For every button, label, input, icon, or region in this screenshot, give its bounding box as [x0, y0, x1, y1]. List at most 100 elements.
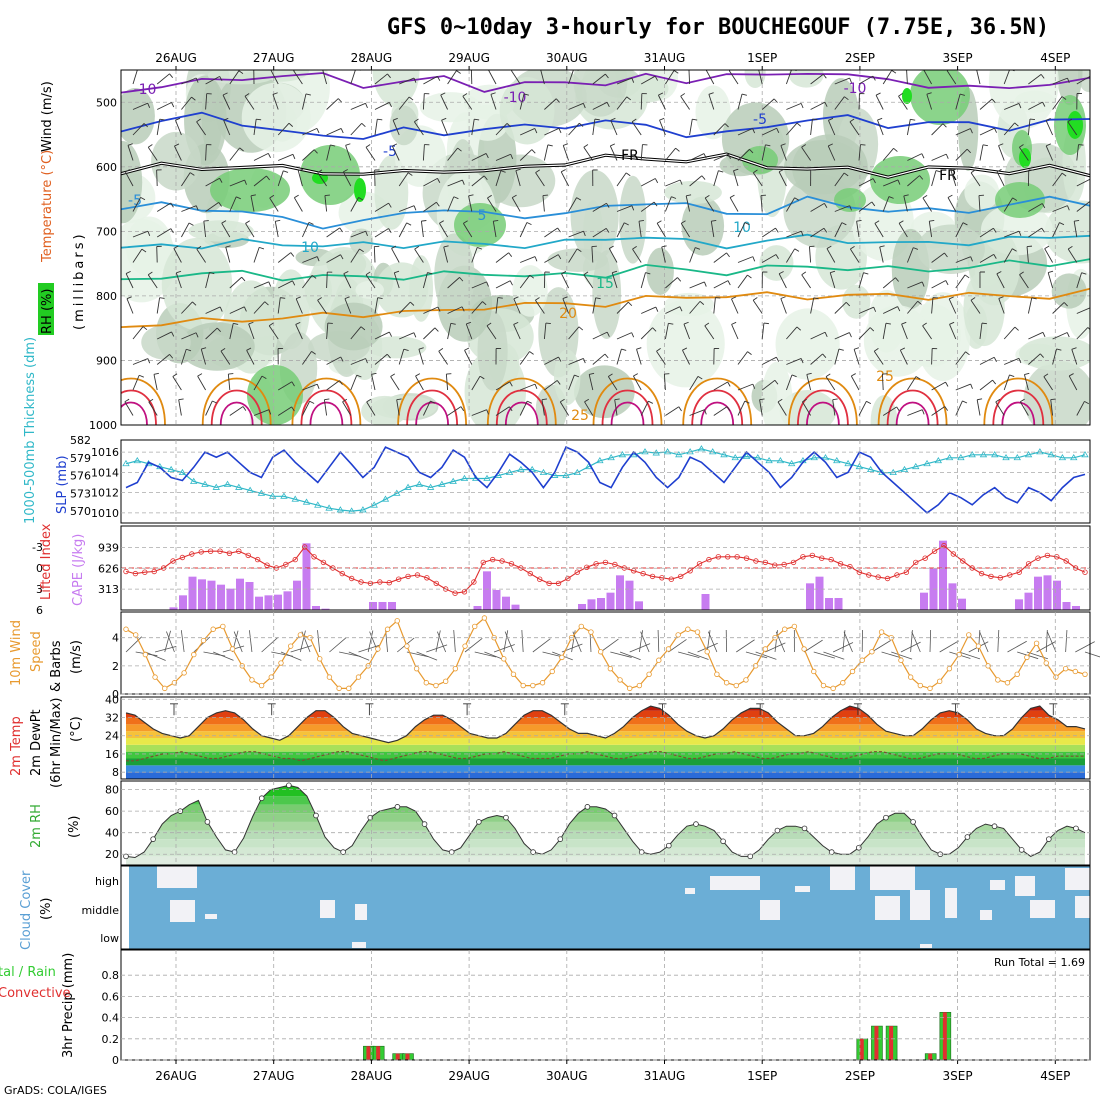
cape-bar — [1034, 576, 1042, 610]
wind-barb-flag — [873, 306, 877, 312]
isotherm-line — [121, 258, 1090, 282]
wind-barb — [495, 406, 510, 416]
wind-barb — [543, 144, 549, 161]
panel-frames — [120, 66, 1091, 1064]
rh-blob — [664, 180, 722, 205]
wind-barb — [616, 332, 632, 340]
rh-marker — [910, 819, 916, 825]
wind-barb-flag — [950, 168, 957, 172]
wind-barb — [979, 323, 983, 340]
li-marker — [170, 558, 176, 564]
low-level-contour — [121, 401, 148, 425]
ua-tick-label: 1000 — [89, 419, 117, 432]
rh-blob — [179, 322, 255, 371]
wind-barb — [931, 252, 945, 263]
wind-barb — [785, 70, 792, 85]
wind-barb-flag — [1009, 374, 1015, 377]
wind-barb — [229, 196, 237, 212]
wind-barb — [682, 349, 691, 365]
wind-barb-flag — [903, 194, 909, 197]
rh-marker — [883, 814, 889, 821]
wind-barb-flag — [992, 379, 997, 385]
wind-barb — [616, 96, 628, 110]
wind-barb — [253, 301, 266, 314]
wind-labels: 10m Wind Speed & Barbs (m/s) — [9, 620, 84, 692]
wind-barb — [1003, 70, 1010, 85]
wind-barb-flag — [633, 373, 638, 377]
rh-blob — [1056, 70, 1083, 106]
wind-barb-flag — [147, 271, 153, 276]
thickness-marker — [968, 451, 976, 458]
date-label-bottom: 3SEP — [943, 1069, 973, 1083]
wind-barb — [858, 201, 873, 212]
thickness-marker — [945, 454, 954, 461]
wind-barb-flag — [921, 281, 925, 287]
wind-barb-flag — [243, 306, 247, 312]
wind-barb-flag — [624, 222, 629, 226]
surface-wind-barb — [1045, 630, 1048, 653]
wind-barb — [873, 350, 884, 365]
wind-marker — [249, 677, 255, 683]
wind-barb — [277, 381, 293, 391]
wind-barb-flag — [482, 301, 487, 306]
wind-barb-flag — [441, 117, 447, 121]
wind-barb-flag — [139, 374, 144, 378]
wind-barb — [205, 93, 208, 110]
wind-barb-flag — [437, 178, 441, 183]
wind-barb-flag — [487, 194, 492, 199]
precip-tick: 0.6 — [102, 990, 120, 1003]
wind-barb-flag — [377, 297, 383, 299]
wind-barb-flag — [828, 117, 834, 121]
wind-barb-flag — [512, 194, 517, 199]
wind-barb-flag — [396, 398, 402, 401]
temp-band — [126, 717, 1085, 725]
isotherm-label: -5 — [753, 112, 767, 128]
wind-barb — [323, 399, 328, 416]
wind-barb — [979, 127, 995, 136]
wind-barb-flag — [962, 400, 968, 404]
surface-wind-barb — [668, 639, 687, 653]
wind-barb-flag — [926, 92, 932, 95]
wind-barb-flag — [406, 222, 412, 226]
cape-tick: 626 — [98, 562, 119, 575]
wind-barb — [156, 169, 158, 187]
wind-barb — [495, 123, 508, 136]
isotherm-label: FR — [621, 148, 639, 164]
cape-bar — [283, 591, 292, 610]
wind-marker — [287, 643, 294, 649]
wind-barb — [834, 205, 850, 212]
wind-barb — [689, 247, 696, 263]
wind-barb-flag — [966, 148, 971, 154]
li-marker — [424, 575, 430, 581]
rh-label: RH (%) — [40, 289, 55, 334]
wind-barb — [1003, 248, 1013, 263]
li-marker — [997, 575, 1004, 581]
wind-barb — [786, 230, 802, 238]
cloud-row-label: low — [100, 932, 119, 945]
surface-wind-barb — [280, 651, 302, 661]
rh-tick: 60 — [105, 805, 119, 818]
thickness-tick: 576 — [70, 470, 91, 483]
wind-barb — [1076, 272, 1082, 289]
wind-barb — [1026, 246, 1029, 263]
wind-barb-flag — [1050, 398, 1056, 401]
wind-barb — [495, 252, 509, 263]
wind-barb-flag — [656, 348, 661, 352]
wind-barb-flag — [679, 306, 683, 312]
wind-barb — [1076, 307, 1090, 314]
wind-barb — [996, 171, 1005, 187]
wind-barb — [174, 145, 182, 161]
wind-barb-flag — [261, 375, 267, 380]
wind-barb-flag — [124, 398, 130, 403]
wind-barb-flag — [295, 296, 301, 300]
wind-barb — [277, 280, 293, 289]
wind-barb — [592, 119, 596, 136]
precip-labels: 3hr Precip (mm) tal / Rain Convective — [0, 953, 76, 1058]
wind-barb — [519, 222, 528, 238]
slp-tick: 1014 — [91, 466, 119, 479]
wind-barb-flag — [220, 348, 226, 352]
rh-marker — [1073, 825, 1079, 832]
freezing-level-line-inner — [121, 153, 1090, 178]
wind-barb-flag — [344, 296, 350, 300]
wind-marker — [472, 623, 478, 630]
